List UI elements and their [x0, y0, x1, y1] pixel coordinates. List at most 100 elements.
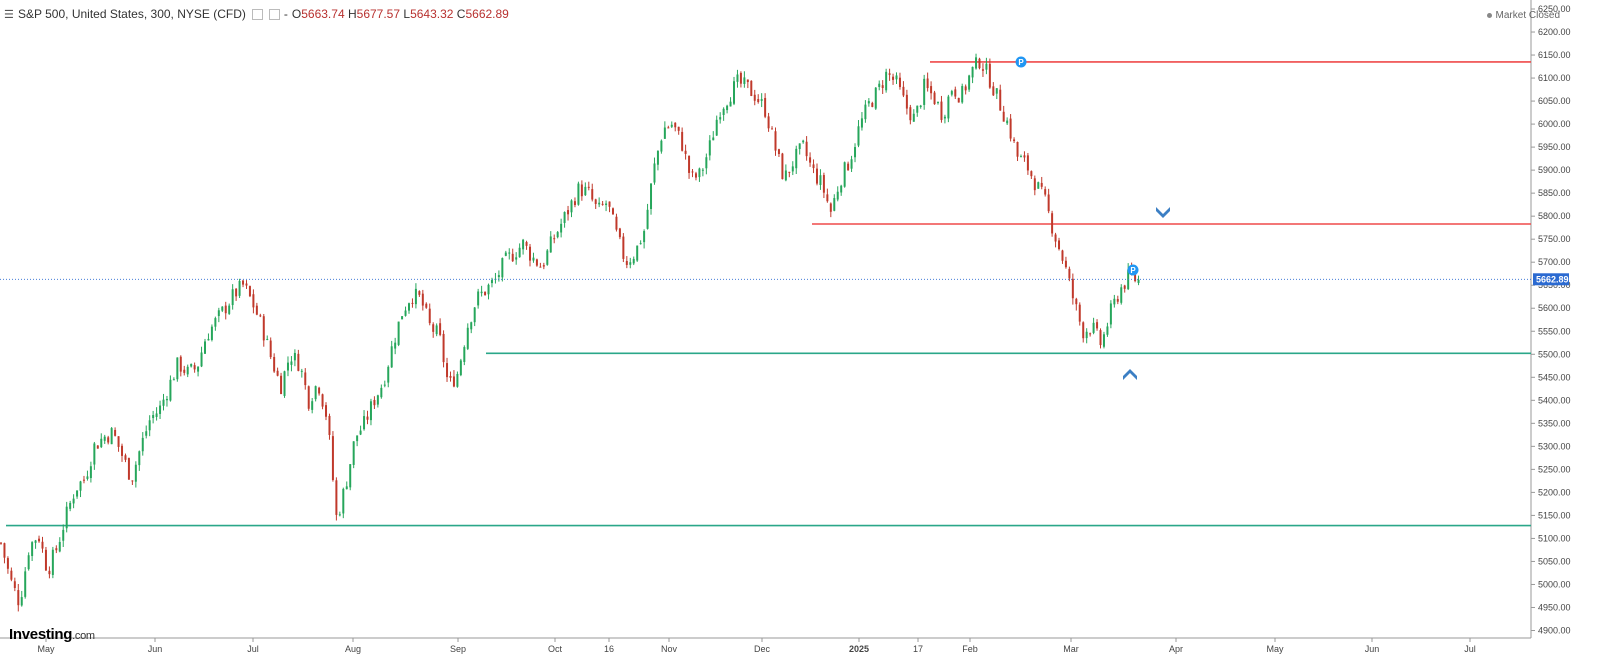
settings-icon[interactable] [251, 8, 263, 20]
candle-body [51, 549, 54, 575]
candle-body [487, 284, 490, 295]
candle-body [587, 186, 590, 188]
candle-body [739, 72, 742, 84]
candle-body [663, 127, 666, 139]
candle-body [1006, 120, 1009, 124]
y-tick-label: 5450.00 [1538, 372, 1571, 382]
candle-body [777, 149, 780, 155]
candle-body [203, 341, 206, 354]
close-value: 5662.89 [465, 7, 509, 21]
candle-body [452, 376, 455, 387]
y-tick-label: 5900.00 [1538, 165, 1571, 175]
visibility-icon[interactable] [268, 8, 280, 20]
candle-body [1054, 234, 1057, 242]
header-separator: - [283, 7, 288, 21]
pivot-marker [1127, 264, 1139, 276]
candle-body [798, 143, 801, 150]
candle-body [48, 570, 51, 575]
candle-body [276, 370, 279, 376]
candle-body [152, 415, 155, 419]
candle-body [169, 379, 172, 401]
candle-body [857, 126, 860, 146]
candle-body [325, 405, 328, 417]
candle-body [546, 250, 549, 265]
y-tick-label: 5000.00 [1538, 579, 1571, 589]
candle-body [20, 597, 23, 606]
candle-body [802, 140, 805, 143]
x-tick-label: Jun [148, 644, 163, 654]
x-tick-label: May [1266, 644, 1284, 654]
candle-body [369, 401, 372, 421]
candle-body [840, 185, 843, 193]
candle-body [992, 86, 995, 96]
candle-body [937, 102, 940, 104]
x-tick-label: Nov [661, 644, 678, 654]
candle-body [926, 78, 929, 89]
candle-body [155, 413, 158, 417]
candle-body [988, 63, 991, 88]
candle-body [34, 540, 37, 543]
candle-body [608, 201, 611, 207]
x-tick-label: Sep [450, 644, 466, 654]
candle-body [542, 265, 545, 267]
candle-body [231, 289, 234, 306]
candle-body [1016, 141, 1019, 157]
candle-body [311, 401, 314, 410]
candle-body [933, 92, 936, 105]
x-tick-label: Jul [1464, 644, 1476, 654]
y-tick-label: 4950.00 [1538, 602, 1571, 612]
x-tick-label: 17 [913, 644, 923, 654]
candle-body [757, 98, 760, 102]
candle-body [549, 236, 552, 253]
y-tick-label: 5300.00 [1538, 441, 1571, 451]
candle-body [916, 105, 919, 113]
candle-body [280, 375, 283, 395]
pivot-marker [1015, 56, 1027, 68]
candle-body [89, 466, 92, 479]
candle-body [504, 252, 507, 256]
candle-body [598, 202, 601, 205]
candle-body [1064, 260, 1067, 268]
candle-body [1061, 250, 1064, 261]
candle-body [784, 170, 787, 181]
candle-body [636, 245, 639, 261]
y-tick-label: 5550.00 [1538, 326, 1571, 336]
candle-body [729, 101, 732, 107]
candle-body [836, 191, 839, 200]
candle-body [940, 101, 943, 120]
candle-body [975, 57, 978, 69]
x-tick-label: Feb [962, 644, 978, 654]
candle-body [881, 85, 884, 89]
candle-body [1092, 322, 1095, 333]
candle-body [259, 315, 262, 317]
menu-icon[interactable]: ☰ [4, 8, 14, 21]
candle-body [449, 375, 452, 378]
candle-body [833, 198, 836, 211]
candle-body [764, 97, 767, 117]
open-value: 5663.74 [301, 7, 345, 21]
symbol-label[interactable]: S&P 500, United States, 300, NYSE (CFD) [18, 7, 246, 21]
candle-body [867, 101, 870, 104]
y-tick-label: 5350.00 [1538, 418, 1571, 428]
candle-body [300, 370, 303, 372]
candle-body [864, 104, 867, 120]
investing-logo: Investing.com [9, 626, 95, 643]
candle-body [1009, 118, 1012, 139]
candle-body [286, 362, 289, 371]
candle-body [719, 117, 722, 120]
candle-body [297, 353, 300, 371]
candle-body [10, 570, 13, 580]
candle-body [625, 261, 628, 265]
candle-body [611, 208, 614, 215]
candle-body [1116, 299, 1119, 302]
candle-body [349, 464, 352, 488]
candle-body [556, 232, 559, 238]
candle-body [141, 437, 144, 452]
candle-body [898, 77, 901, 88]
candle-body [508, 252, 511, 254]
candle-body [605, 203, 608, 206]
candle-body [176, 357, 179, 380]
candle-body [480, 291, 483, 294]
candle-body [62, 529, 65, 541]
